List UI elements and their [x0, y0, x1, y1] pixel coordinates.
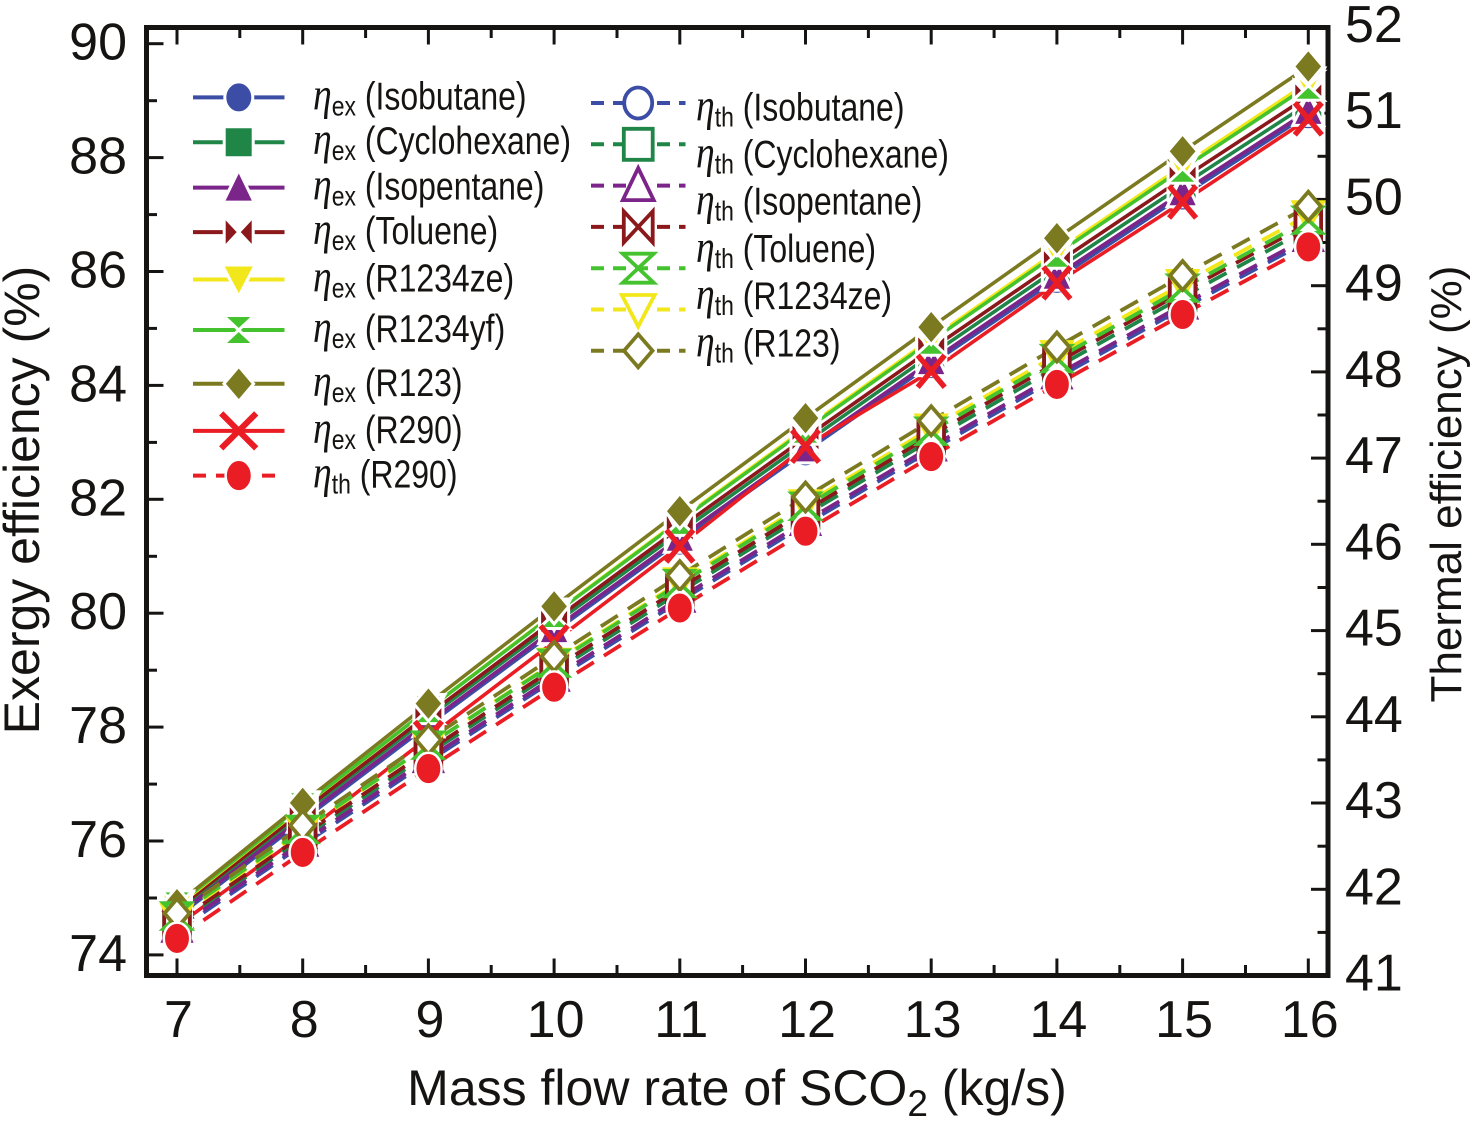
- svg-text:15: 15: [1155, 991, 1213, 1049]
- svg-text:14: 14: [1029, 991, 1087, 1049]
- svg-text:46: 46: [1345, 513, 1403, 571]
- svg-text:74: 74: [69, 925, 127, 983]
- svg-text:45: 45: [1345, 600, 1403, 658]
- svg-text:51: 51: [1345, 82, 1403, 140]
- svg-text:47: 47: [1345, 427, 1403, 485]
- svg-text:50: 50: [1345, 168, 1403, 226]
- svg-text:ηex (Isopentane): ηex (Isopentane): [313, 160, 544, 212]
- svg-text:ηex (Cyclohexane): ηex (Cyclohexane): [313, 115, 571, 167]
- svg-text:10: 10: [527, 991, 585, 1049]
- svg-text:88: 88: [69, 128, 127, 186]
- svg-text:16: 16: [1281, 991, 1339, 1049]
- svg-text:12: 12: [778, 991, 836, 1049]
- svg-text:Exergy efficiency (%): Exergy efficiency (%): [0, 266, 50, 735]
- svg-text:Mass flow rate of SCO2 (kg/s): Mass flow rate of SCO2 (kg/s): [407, 1060, 1067, 1124]
- svg-text:48: 48: [1345, 341, 1403, 399]
- svg-text:ηth (Isopentane): ηth (Isopentane): [696, 175, 922, 227]
- svg-text:8: 8: [290, 991, 319, 1049]
- svg-text:9: 9: [415, 991, 444, 1049]
- svg-text:42: 42: [1345, 858, 1403, 916]
- svg-text:80: 80: [69, 583, 127, 641]
- svg-text:82: 82: [69, 469, 127, 527]
- svg-text:52: 52: [1345, 0, 1403, 54]
- svg-text:7: 7: [164, 991, 193, 1049]
- svg-text:ηth (Toluene): ηth (Toluene): [696, 223, 876, 275]
- svg-text:ηth (Cyclohexane): ηth (Cyclohexane): [696, 128, 949, 180]
- svg-text:ηex (R1234yf): ηex (R1234yf): [313, 303, 505, 355]
- svg-text:76: 76: [69, 811, 127, 869]
- svg-text:ηex (R1234ze): ηex (R1234ze): [313, 252, 514, 304]
- svg-text:ηth (Isobutane): ηth (Isobutane): [696, 81, 904, 133]
- svg-text:13: 13: [904, 991, 962, 1049]
- svg-text:49: 49: [1345, 255, 1403, 313]
- svg-text:ηex (R290): ηex (R290): [313, 404, 463, 456]
- svg-text:78: 78: [69, 697, 127, 755]
- svg-text:11: 11: [654, 991, 708, 1049]
- svg-text:41: 41: [1345, 945, 1403, 1003]
- svg-text:Thermal efficiency (%): Thermal efficiency (%): [1422, 266, 1471, 703]
- svg-text:86: 86: [69, 242, 127, 300]
- svg-text:90: 90: [69, 14, 127, 72]
- svg-text:ηex (R123): ηex (R123): [313, 356, 463, 408]
- svg-text:84: 84: [69, 355, 127, 413]
- svg-text:43: 43: [1345, 772, 1403, 830]
- svg-text:44: 44: [1345, 686, 1403, 744]
